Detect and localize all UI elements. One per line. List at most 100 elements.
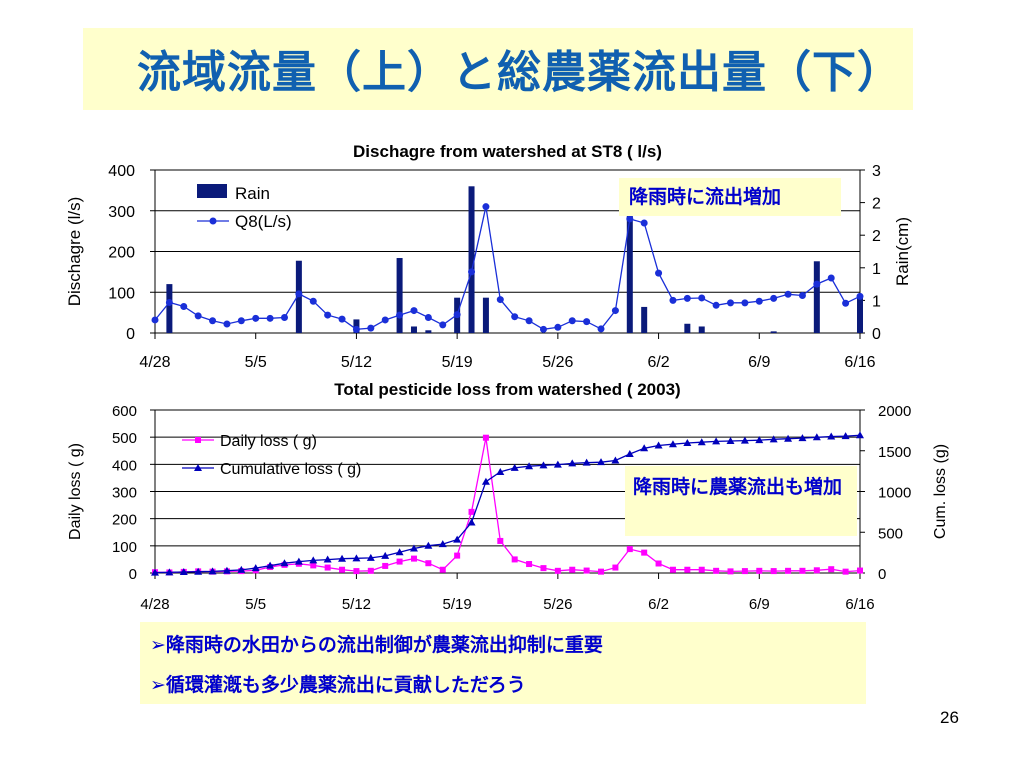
chart1-xtick-label: 4/28	[139, 354, 170, 371]
chart1-rain-bar	[626, 186, 633, 333]
chart1-legend-label: Q8(L/s)	[235, 212, 292, 231]
page-number: 26	[940, 708, 959, 727]
chart2-point-cum	[683, 439, 692, 447]
chart2-point-daily	[713, 567, 720, 574]
chart2-point-cum	[165, 568, 174, 576]
chart1-point-q8	[252, 314, 260, 322]
chart1-rain-bar	[468, 186, 475, 333]
chart1-point-q8	[827, 274, 835, 282]
chart1-point-q8	[611, 307, 619, 315]
chart2-xtick-label: 6/9	[749, 596, 770, 613]
chart2-point-daily	[799, 567, 806, 574]
chart2-xtick-label: 5/5	[245, 596, 266, 613]
chart2-point-daily	[310, 562, 317, 569]
chart2-point-cum	[438, 540, 447, 548]
chart1-point-q8	[496, 296, 504, 304]
chart2-point-daily	[497, 537, 504, 544]
chart1-point-q8	[539, 325, 547, 333]
chart2-point-daily	[396, 558, 403, 565]
chart1-y2tick-label: 0	[872, 326, 881, 343]
chart1-point-q8	[468, 268, 476, 276]
chart2-point-cum	[726, 436, 735, 444]
chart2-xtick-label: 4/28	[140, 596, 169, 613]
chart1-point-q8	[165, 298, 173, 306]
chart2-point-cum	[151, 568, 159, 576]
callout-rain-pesticide: 降雨時に農薬流出も増加	[625, 466, 857, 536]
chart2-point-cum	[510, 463, 519, 471]
chart1-y2tick-label: 3	[872, 163, 881, 180]
chart2-point-cum	[294, 557, 303, 565]
chart2-point-cum	[266, 561, 275, 569]
chart1-ytick-label: 200	[108, 245, 135, 262]
chart1-point-q8	[439, 321, 447, 329]
chart1-rain-bar	[425, 330, 432, 333]
chart2-ytick-label: 600	[112, 403, 137, 420]
chart2-point-cum	[697, 438, 706, 446]
chart2-xtick-label: 5/19	[443, 596, 472, 613]
chart2-legend-label: Cumulative loss ( g)	[220, 461, 361, 478]
chart2-point-cum	[597, 458, 606, 466]
chart2-point-daily	[569, 566, 576, 573]
chart2-point-cum	[323, 555, 332, 563]
chart2-series-line-1	[154, 434, 861, 574]
chart2-point-cum	[539, 461, 548, 469]
chart2-ytick-label: 200	[112, 512, 137, 529]
chart1-point-q8	[698, 294, 706, 302]
chart2-point-daily	[554, 567, 561, 574]
chart2-point-cum	[338, 554, 347, 562]
chart1-rain-bar	[813, 261, 820, 333]
chart1-y2label: Rain(cm)	[893, 217, 912, 286]
chart2-ylabel: Daily loss ( g)	[67, 443, 84, 540]
chart2-y2tick-label: 500	[878, 525, 903, 542]
chart1-point-q8	[396, 311, 404, 319]
chart2-point-cum	[553, 460, 562, 468]
chart2-point-daily	[526, 561, 533, 568]
title-banner	[83, 28, 913, 110]
chart2-point-daily	[482, 434, 489, 441]
chart1-point-q8	[180, 303, 188, 311]
chart1-ytick-label: 300	[108, 204, 135, 221]
chart1-ytick-label: 0	[126, 326, 135, 343]
chart2-point-cum	[525, 462, 534, 470]
chart2-point-cum	[654, 441, 663, 449]
chart2-point-cum	[740, 436, 749, 444]
chart2-point-cum	[625, 450, 634, 458]
chart1-point-q8	[511, 313, 519, 321]
chart1-point-q8	[813, 280, 821, 288]
chart1-point-q8	[266, 314, 274, 322]
chart2-point-daily	[468, 508, 475, 515]
chart1-rain-bar	[410, 326, 417, 333]
chart2-point-cum	[409, 544, 418, 552]
chart2-ytick-label: 500	[112, 430, 137, 447]
chart1-point-q8	[626, 215, 634, 223]
chart1-point-q8	[755, 297, 763, 305]
chart1-point-q8	[338, 315, 346, 323]
chart1-xtick-label: 5/5	[245, 354, 267, 371]
chart2-point-cum	[755, 436, 764, 444]
chart1-xtick-label: 6/16	[844, 354, 875, 371]
chart2-point-cum	[856, 431, 864, 439]
chart1-point-q8	[209, 317, 217, 325]
chart1-rain-bar	[698, 326, 705, 333]
chart2-y2tick-label: 2000	[878, 403, 911, 420]
chart2-point-cum	[179, 568, 188, 576]
chart2-point-cum	[208, 567, 217, 575]
chart1-xtick-label: 5/19	[442, 354, 473, 371]
chart2-point-daily	[842, 568, 849, 575]
chart2-point-cum	[194, 567, 203, 575]
chart2-point-daily	[669, 566, 676, 573]
chart2-point-cum	[467, 518, 476, 526]
chart1-legend-swatch-rain	[197, 184, 227, 198]
callout-rain-discharge: 降雨時に流出増加	[619, 178, 841, 216]
chart1-point-q8	[842, 299, 850, 307]
chart1-ytick-label: 400	[108, 163, 135, 180]
chart2-point-daily	[684, 566, 691, 573]
chart1-rain-bar	[641, 306, 648, 333]
chart2-point-cum	[280, 559, 289, 567]
chart2-point-cum	[424, 541, 433, 549]
chart2-point-cum	[352, 554, 361, 562]
chart2-ytick-label: 300	[112, 485, 137, 502]
chart2-point-cum	[668, 440, 677, 448]
chart2-point-cum	[381, 551, 390, 559]
chart2-point-daily	[813, 567, 820, 574]
